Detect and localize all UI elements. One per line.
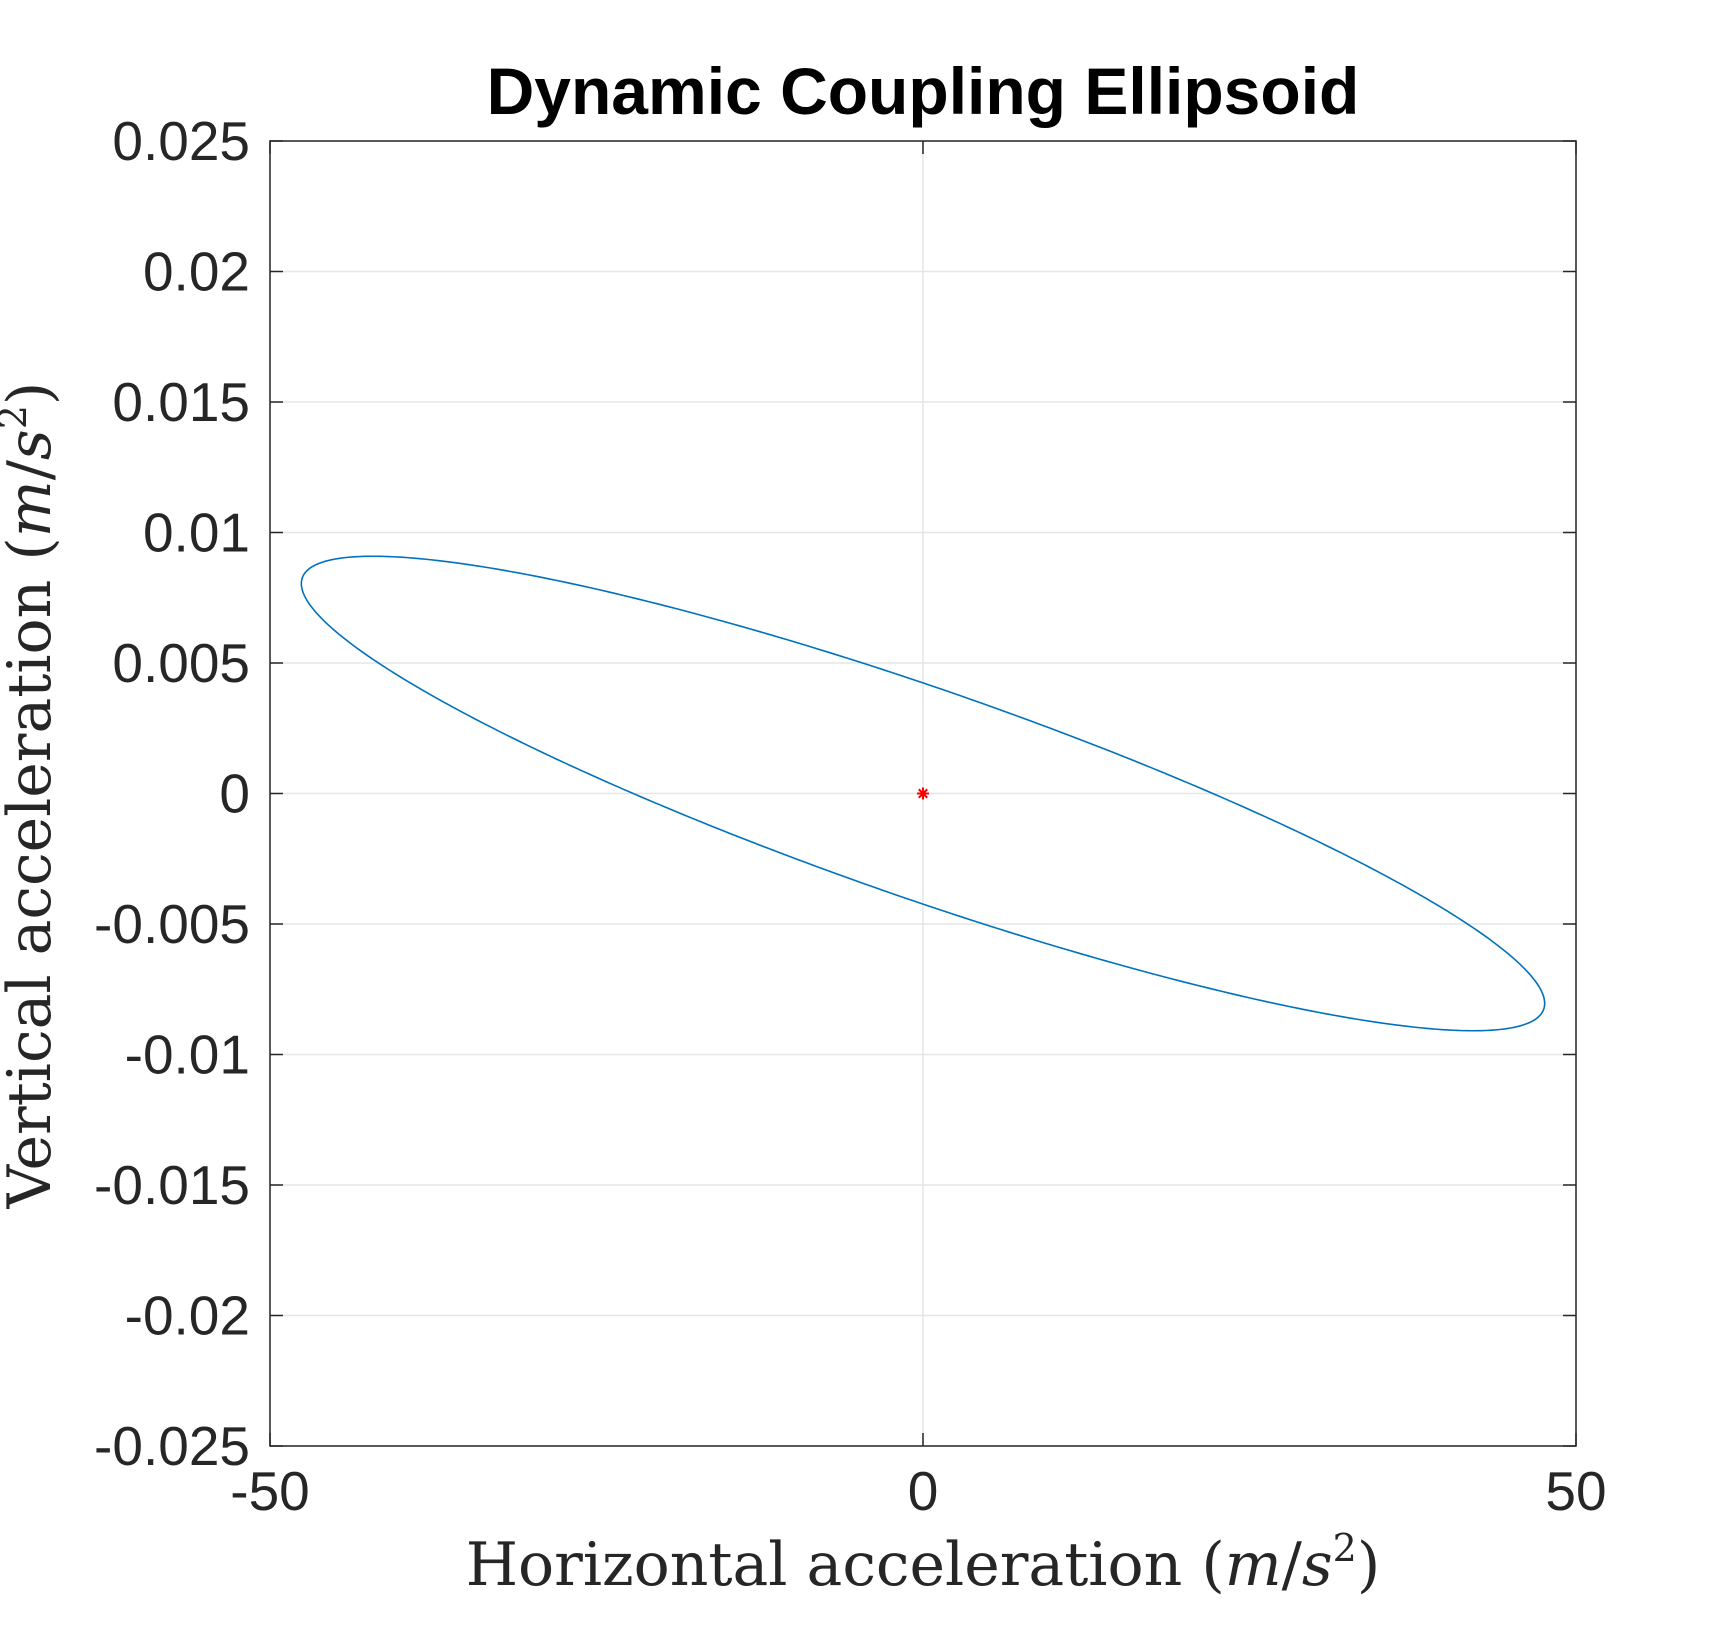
y-tick-label: -0.005 [94,893,250,955]
y-tick-label: 0.025 [112,110,250,172]
y-label-s: s [0,429,65,460]
x-tick-label: 0 [908,1460,939,1522]
chart-title: Dynamic Coupling Ellipsoid [487,54,1360,128]
y-label-prefix: Vertical acceleration ( [0,537,65,1209]
ellipse-curve [300,555,1546,1032]
x-axis-label: Horizontal acceleration (m/s2) [466,1526,1381,1600]
x-label-suffix: ) [1357,1530,1380,1600]
y-tick-label: 0.01 [143,502,250,564]
center-marker-stroke [918,788,928,799]
plot-area [300,555,1546,1032]
center-marker [917,787,929,800]
y-label-exp: 2 [0,405,35,429]
y-tick-label: -0.015 [94,1154,250,1216]
x-label-s: s [1302,1530,1333,1600]
y-label-m: m [0,480,65,537]
y-tick-label: 0.02 [143,241,250,303]
y-tick-labels: 0.025 0.02 0.015 0.01 0.005 0 -0.005 -0.01 -0.01… [94,110,250,1477]
y-tick-label: 0 [219,763,250,825]
y-axis-label: Vertical acceleration (m/s2) [0,382,65,1210]
y-tick-label: 0.015 [112,371,250,433]
x-tick-labels: -50 0 50 [230,1460,1606,1522]
x-label-m: m [1225,1530,1282,1600]
y-tick-label: -0.025 [94,1415,250,1477]
x-tick-label: 50 [1545,1460,1606,1522]
y-label-slash: / [0,459,65,480]
y-tick-label: -0.01 [125,1024,250,1086]
x-label-prefix: Horizontal acceleration ( [466,1530,1225,1600]
x-tick-label: -50 [230,1460,310,1522]
x-label-slash: / [1282,1530,1303,1600]
y-tick-label: -0.02 [125,1285,250,1347]
tick-marks [269,140,1577,1447]
x-label-exp: 2 [1333,1526,1357,1570]
y-label-suffix: ) [0,382,65,405]
y-tick-label: 0.005 [112,632,250,694]
